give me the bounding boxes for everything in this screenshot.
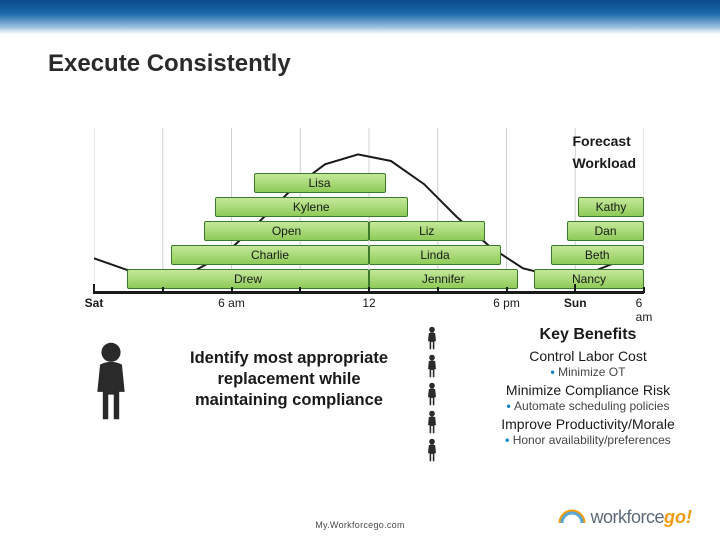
schedule-chart: Forecast Workload LisaKyleneKathyOpenLiz… [94, 128, 644, 293]
axis-tick-label: 6 pm [493, 296, 520, 310]
gantt-bar: Jennifer [369, 269, 518, 289]
mini-person-icon [424, 354, 448, 378]
benefit-heading: Control Labor Cost [470, 348, 706, 364]
slide-title: Execute Consistently [48, 50, 291, 78]
gantt-bar: Liz [369, 221, 485, 241]
logo-arc-icon [558, 507, 586, 525]
axis-day-label: Sun [564, 296, 587, 310]
logo-text-accent: go! [664, 507, 692, 527]
axis-tick-label: 6 am [218, 296, 245, 310]
callout-line-2: replacement while [217, 370, 360, 388]
key-benefits: Key Benefits Control Labor CostMinimize … [470, 326, 706, 450]
benefit-bullet: Honor availability/preferences [470, 433, 706, 447]
gantt-bar: Drew [127, 269, 369, 289]
logo-text-main: workforce [590, 507, 664, 527]
mini-person-icon [424, 438, 448, 462]
gantt-bar: Charlie [171, 245, 369, 265]
axis-tick-label: 6 am [636, 296, 653, 324]
benefit-heading: Improve Productivity/Morale [470, 416, 706, 432]
mini-person-stack [424, 326, 448, 466]
gantt-bars: Lisa Kylene Kathy OpenLiz Dan CharlieLinda Bet… [94, 128, 644, 293]
callout-line-1: Identify most appropriate [190, 349, 388, 367]
axis-day-label: Sat [85, 296, 104, 310]
brand-logo: workforcego! [558, 505, 692, 528]
gantt-bar: Beth [551, 245, 645, 265]
header-gradient [0, 0, 720, 34]
benefits-title: Key Benefits [470, 326, 706, 344]
mini-person-icon [424, 326, 448, 350]
gantt-bar: Lisa [254, 173, 386, 193]
axis-tick-label: 12 [362, 296, 375, 310]
gantt-bar: Linda [369, 245, 501, 265]
gantt-bar: Kylene [215, 197, 408, 217]
person-icon [82, 340, 140, 422]
callout-line-3: maintaining compliance [195, 391, 383, 409]
time-axis: Sat6 am126 pm6 amSun [94, 296, 644, 318]
gantt-bar: Nancy [534, 269, 644, 289]
mini-person-icon [424, 410, 448, 434]
footer-url: My.Workforcego.com [315, 520, 405, 530]
benefit-bullet: Minimize OT [470, 365, 706, 379]
gantt-bar: Kathy [578, 197, 644, 217]
callout-text: Identify most appropriate replacement wh… [165, 348, 413, 411]
benefit-bullet: Automate scheduling policies [470, 399, 706, 413]
mini-person-icon [424, 382, 448, 406]
benefit-heading: Minimize Compliance Risk [470, 382, 706, 398]
gantt-bar: Open [204, 221, 369, 241]
gantt-bar: Dan [567, 221, 644, 241]
